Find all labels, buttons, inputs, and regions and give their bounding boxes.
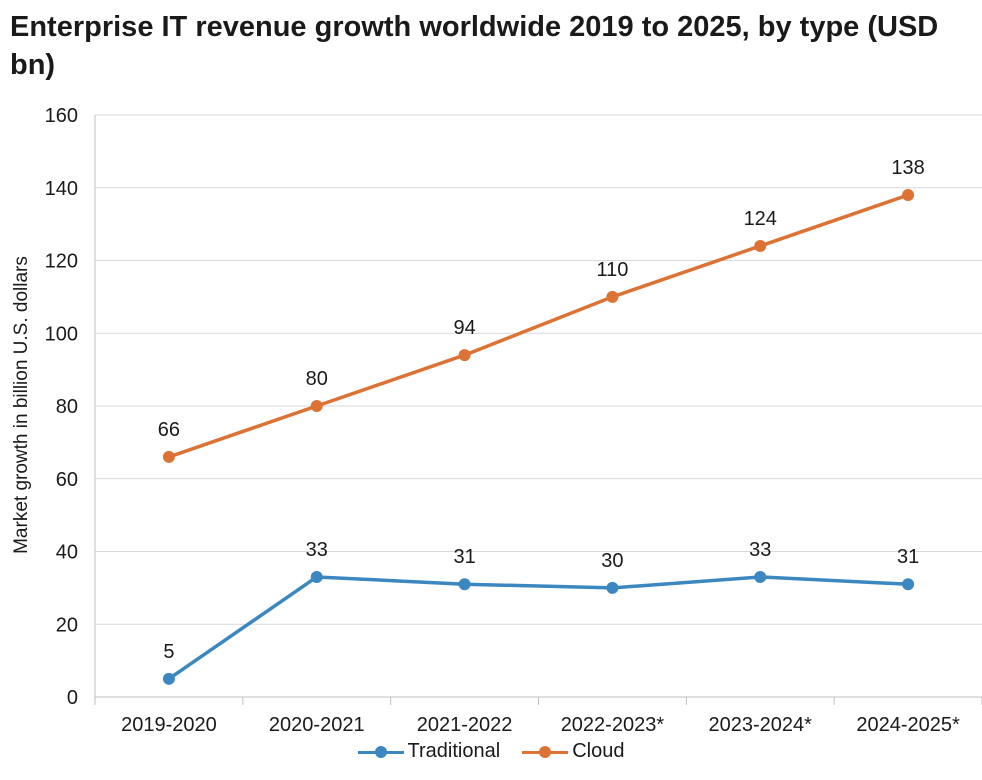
y-tick-label: 140: [45, 178, 78, 200]
legend-item-traditional: Traditional: [357, 740, 501, 763]
data-point-traditional: [754, 570, 767, 583]
series-line-cloud: [168, 193, 909, 459]
legend-label-cloud: Cloud: [572, 740, 625, 762]
data-label-cloud: 80: [306, 368, 328, 390]
x-tick-label: 2024-2025*: [856, 714, 960, 735]
legend: Traditional Cloud: [0, 740, 982, 763]
x-tick-label: 2022-2023*: [561, 714, 665, 735]
legend-item-cloud: Cloud: [522, 740, 624, 763]
y-tick-label: 100: [45, 323, 78, 345]
data-label-cloud: 94: [453, 317, 475, 339]
data-label-traditional: 33: [306, 539, 328, 561]
legend-marker-traditional: [357, 742, 404, 762]
data-point-traditional: [458, 578, 471, 591]
x-tick-label: 2020-2021: [269, 714, 365, 735]
data-point-traditional: [310, 570, 323, 583]
data-point-cloud: [162, 450, 175, 463]
data-label-traditional: 5: [163, 641, 174, 663]
legend-label-traditional: Traditional: [407, 740, 501, 762]
data-label-traditional: 33: [749, 539, 771, 561]
data-point-cloud: [458, 349, 471, 362]
series-line-traditional: [167, 575, 909, 681]
data-label-cloud: 110: [596, 259, 628, 281]
data-label-cloud: 138: [891, 157, 924, 179]
data-point-traditional: [162, 672, 175, 685]
data-label-traditional: 31: [897, 546, 919, 568]
data-label-traditional: 30: [601, 550, 623, 572]
data-point-traditional: [902, 578, 915, 591]
data-point-cloud: [606, 290, 619, 303]
data-label-cloud: 124: [744, 208, 777, 230]
y-tick-label: 120: [45, 251, 78, 273]
data-point-cloud: [754, 239, 767, 252]
data-label-cloud: 66: [158, 419, 180, 441]
y-tick-label: 60: [56, 469, 78, 491]
y-tick-label: 80: [56, 396, 78, 418]
x-tick-label: 2021-2022: [417, 714, 513, 735]
y-tick-label: 160: [45, 105, 78, 127]
legend-marker-cloud: [522, 742, 569, 762]
data-label-traditional: 31: [453, 546, 475, 568]
data-point-cloud: [902, 189, 915, 202]
y-tick-label: 0: [67, 687, 78, 709]
y-tick-label: 20: [56, 614, 78, 636]
x-tick-label: 2023-2024*: [709, 714, 813, 735]
data-point-traditional: [606, 581, 619, 594]
y-tick-label: 40: [56, 542, 78, 564]
data-point-cloud: [310, 400, 323, 412]
line-chart: 0 20 40 60 80 100 120 140 160 2019-2020 2020-2021 2…: [45, 105, 982, 735]
x-tick-label: 2019-2020: [121, 714, 217, 735]
chart-title: Enterprise IT revenue growth worldwide 2…: [10, 11, 939, 81]
